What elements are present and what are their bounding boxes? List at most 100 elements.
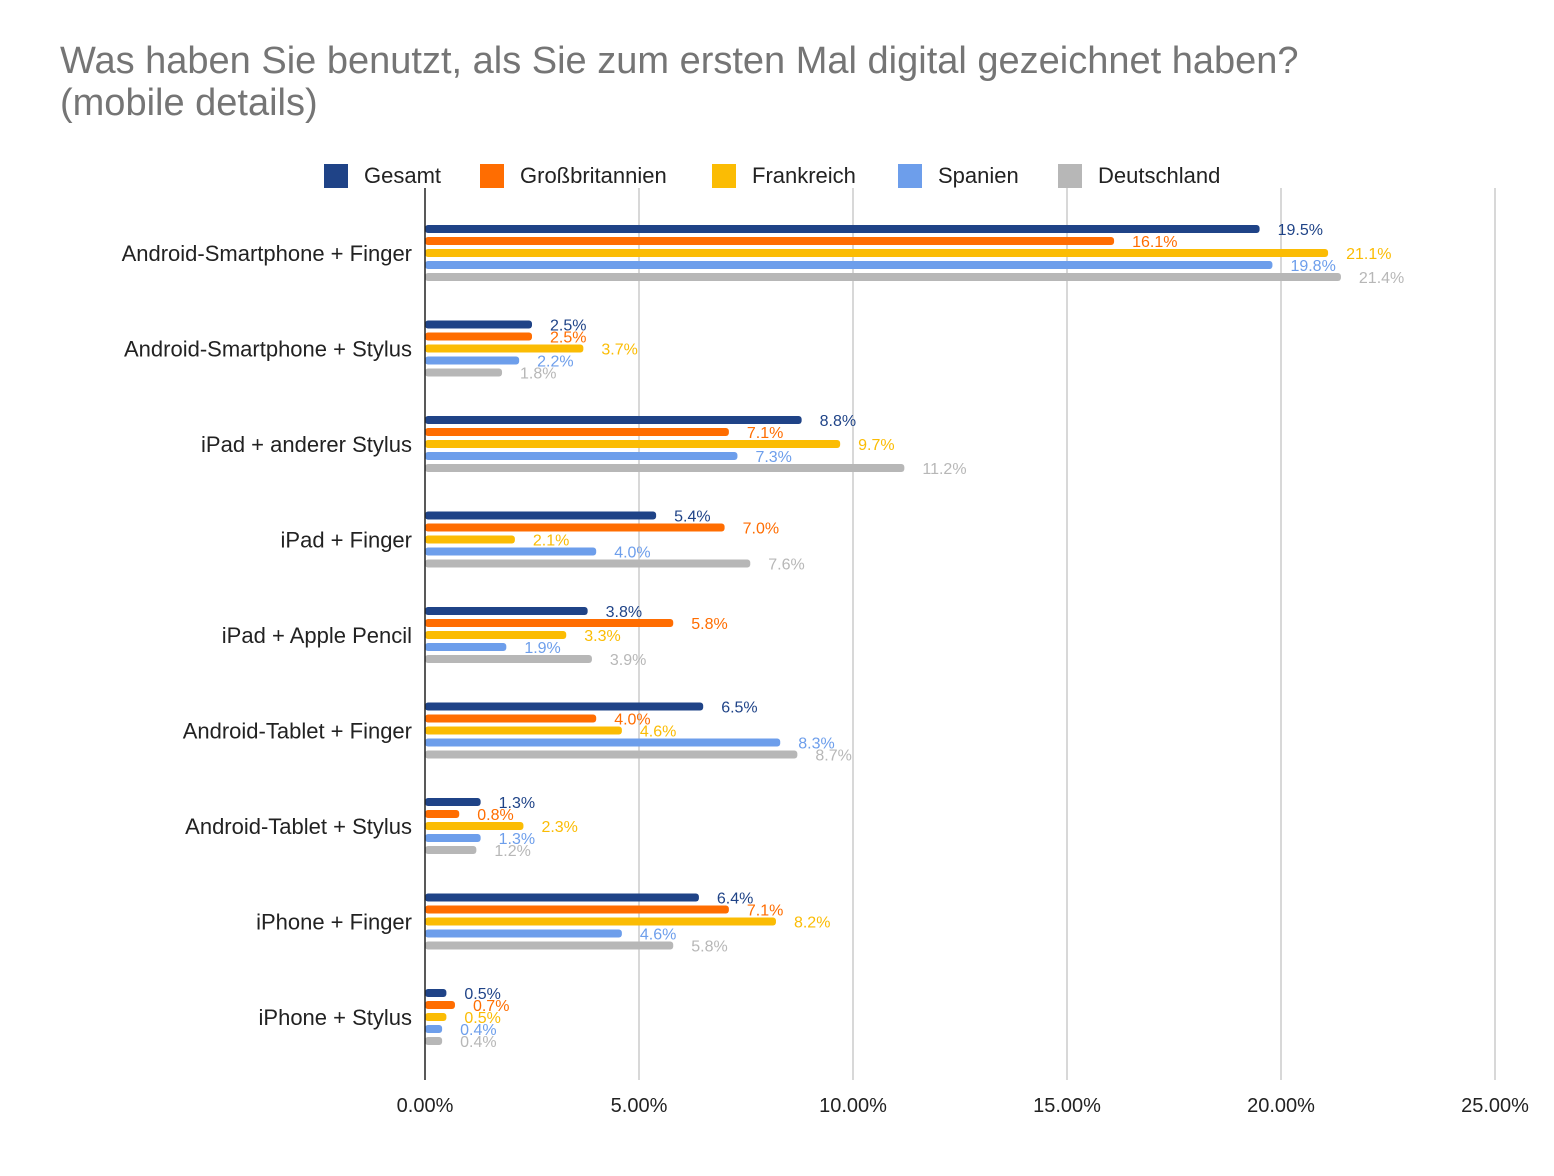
category-label: iPhone + Stylus (259, 1005, 412, 1030)
bar (425, 798, 481, 806)
bar (425, 237, 1115, 245)
data-label: 7.6% (768, 557, 804, 574)
bar (425, 273, 1341, 281)
bar (425, 249, 1329, 257)
data-label: 7.1% (747, 425, 783, 442)
bar (425, 941, 674, 950)
data-label: 0.4% (460, 1022, 496, 1039)
legend-item-frankreich[interactable]: Frankreich (712, 160, 856, 192)
data-label: 0.5% (464, 986, 500, 1003)
bar (425, 452, 738, 460)
x-tick-label: 5.00% (611, 1095, 668, 1117)
data-label: 8.8% (820, 413, 856, 430)
chart-title-line-1: Was haben Sie benutzt, als Sie zum erste… (60, 40, 1299, 82)
bar (425, 989, 447, 997)
legend-label-gesamt: Gesamt (364, 163, 442, 188)
data-label: 4.0% (614, 545, 650, 562)
data-label: 8.3% (798, 736, 834, 753)
legend-item-gesamt[interactable]: Gesamt (324, 160, 441, 192)
chart-title: Was haben Sie benutzt, als Sie zum erste… (60, 40, 1500, 124)
bar (425, 523, 725, 532)
category-label: iPhone + Finger (256, 910, 412, 935)
legend-swatch-frankreich (712, 164, 736, 188)
bar (425, 631, 567, 639)
bar (425, 368, 503, 377)
legend-item-grossbritannien[interactable]: Großbritannien (480, 160, 667, 192)
bar (425, 714, 597, 723)
category-label: iPad + anderer Stylus (201, 432, 412, 457)
category-label: Android-Tablet + Stylus (185, 814, 412, 839)
legend-label-spanien: Spanien (938, 163, 1019, 188)
data-label: 11.2% (922, 461, 966, 478)
bar (425, 428, 729, 436)
data-label: 1.3% (499, 795, 535, 812)
bar (425, 356, 520, 365)
legend-label-deutschland: Deutschland (1098, 163, 1221, 188)
data-label: 1.9% (524, 640, 560, 657)
data-label: 9.7% (858, 437, 894, 454)
bar (425, 905, 729, 914)
bar (425, 702, 704, 711)
bar (425, 1001, 455, 1009)
bar (425, 547, 597, 556)
data-label: 1.3% (499, 831, 535, 848)
x-tick-label: 10.00% (819, 1095, 887, 1117)
data-label: 2.5% (550, 318, 586, 335)
x-tick-label: 15.00% (1033, 1095, 1101, 1117)
data-label: 0.4% (460, 1034, 496, 1051)
category-label: iPad + Finger (281, 528, 412, 553)
category-label: iPad + Apple Pencil (222, 623, 412, 648)
data-label: 19.5% (1278, 222, 1323, 239)
data-label: 3.9% (610, 652, 646, 669)
legend-swatch-grossbritannien (480, 164, 504, 188)
x-tick-label: 25.00% (1461, 1095, 1529, 1117)
bar (425, 225, 1260, 233)
data-label: 0.5% (464, 1010, 500, 1027)
legend-swatch-spanien (898, 164, 922, 188)
data-label: 3.3% (584, 628, 620, 645)
bar (425, 726, 622, 735)
chart-title-line-2: (mobile details) (60, 82, 318, 124)
bar (425, 917, 776, 926)
data-label: 7.1% (747, 903, 783, 920)
bar (425, 559, 751, 568)
data-label: 2.3% (541, 819, 577, 836)
legend-item-spanien[interactable]: Spanien (898, 160, 1019, 192)
data-label: 8.2% (794, 915, 830, 932)
data-label: 5.4% (674, 509, 710, 526)
bar (425, 440, 841, 448)
bar (425, 738, 781, 747)
bar (425, 893, 699, 902)
data-label: 5.8% (691, 616, 727, 633)
bar (425, 332, 532, 341)
bar (425, 834, 481, 842)
bar (425, 619, 674, 627)
data-label: 3.8% (606, 604, 642, 621)
bar (425, 1013, 447, 1021)
bar (425, 929, 622, 938)
data-label: 0.7% (473, 998, 509, 1015)
legend-item-deutschland[interactable]: Deutschland (1058, 160, 1220, 192)
data-label: 21.1% (1346, 246, 1391, 263)
bar (425, 344, 584, 353)
data-label: 4.6% (640, 724, 676, 741)
bar (425, 822, 524, 830)
bar (425, 535, 515, 544)
data-label: 1.2% (494, 843, 530, 860)
bar (425, 416, 802, 424)
category-label: Android-Smartphone + Finger (122, 241, 412, 266)
bar (425, 846, 477, 854)
bar (425, 643, 507, 651)
legend-label-frankreich: Frankreich (752, 163, 856, 188)
legend-label-grossbritannien: Großbritannien (520, 163, 667, 188)
data-label: 7.3% (755, 449, 791, 466)
chart-legend: Gesamt Großbritannien Frankreich Spanien… (0, 160, 1554, 192)
data-label: 7.0% (743, 521, 779, 538)
data-label: 21.4% (1359, 270, 1404, 287)
data-label: 1.8% (520, 366, 556, 383)
x-tick-label: 0.00% (397, 1095, 454, 1117)
bar (425, 1025, 443, 1033)
data-label: 2.5% (550, 330, 586, 347)
data-label: 6.4% (717, 891, 753, 908)
